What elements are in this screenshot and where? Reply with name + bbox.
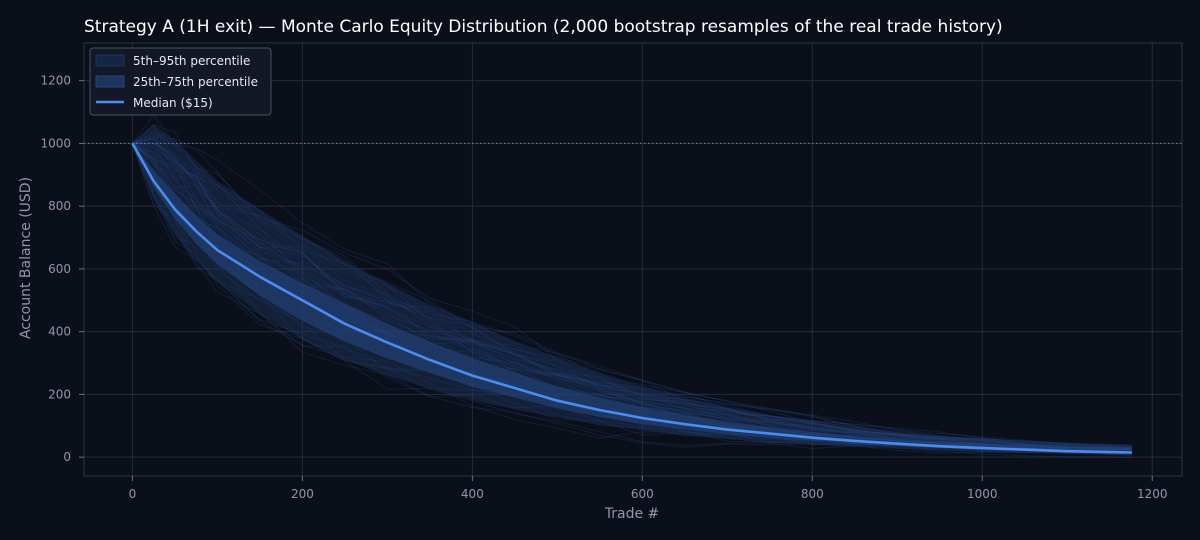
legend-entry-inner-band: 25th–75th percentile	[133, 75, 258, 89]
x-tick-label: 0	[129, 487, 137, 501]
y-tick-label: 400	[48, 325, 71, 339]
y-tick-label: 1000	[40, 136, 71, 150]
resample-path	[131, 143, 1132, 455]
legend-box	[89, 47, 272, 116]
y-tick-label: 0	[63, 450, 71, 464]
legend-swatch-outer-band	[95, 54, 125, 67]
y-tick-label: 600	[48, 262, 71, 276]
resample-path	[132, 142, 1132, 449]
x-tick-label: 1200	[1137, 487, 1168, 501]
resample-path	[131, 143, 1132, 455]
x-axis-label: Trade #	[604, 506, 660, 522]
y-axis-ticks: 0 200 400 600 800 1000 1200	[40, 74, 84, 464]
plot-frame	[83, 42, 1183, 477]
resample-path	[132, 142, 1132, 450]
resample-path	[132, 142, 1132, 449]
resample-path	[132, 137, 1132, 447]
resample-path	[132, 114, 1132, 447]
x-tick-label: 600	[631, 487, 654, 501]
resample-path	[132, 143, 1132, 450]
median-line	[131, 142, 1132, 454]
y-tick-label: 800	[48, 199, 71, 213]
band-25-75-percentile	[132, 143, 1132, 454]
resample-path	[132, 137, 1132, 446]
legend-swatch-inner-band	[95, 75, 125, 88]
x-tick-label: 1000	[967, 487, 998, 501]
resample-path	[132, 142, 1132, 450]
x-tick-label: 200	[291, 487, 314, 501]
legend-entry-median: Median ($15)	[133, 96, 213, 110]
resample-path	[132, 138, 1132, 449]
resample-path	[132, 135, 1132, 448]
resample-path	[132, 131, 1132, 448]
resample-path	[132, 124, 1132, 448]
legend: 5th–95th percentile 25th–75th percentile…	[89, 47, 272, 116]
resample-path	[132, 142, 1132, 451]
resample-path	[132, 142, 1132, 451]
y-tick-label: 200	[48, 387, 71, 401]
legend-entry-outer-band: 5th–95th percentile	[133, 54, 250, 68]
x-tick-label: 400	[461, 487, 484, 501]
resample-path	[132, 142, 1132, 450]
y-tick-label: 1200	[40, 74, 71, 88]
resample-path	[132, 136, 1132, 449]
resample-path	[132, 142, 1132, 449]
x-axis-ticks: 0 200 400 600 800 1000 1200	[129, 476, 1168, 501]
resample-path	[132, 124, 1132, 450]
chart-title: Strategy A (1H exit) — Monte Carlo Equit…	[84, 17, 1003, 37]
y-axis-label: Account Balance (USD)	[18, 177, 34, 339]
band-5-95-percentile	[132, 124, 1132, 455]
x-tick-label: 800	[801, 487, 824, 501]
resample-path	[132, 143, 1132, 451]
plot-area	[83, 42, 1183, 477]
